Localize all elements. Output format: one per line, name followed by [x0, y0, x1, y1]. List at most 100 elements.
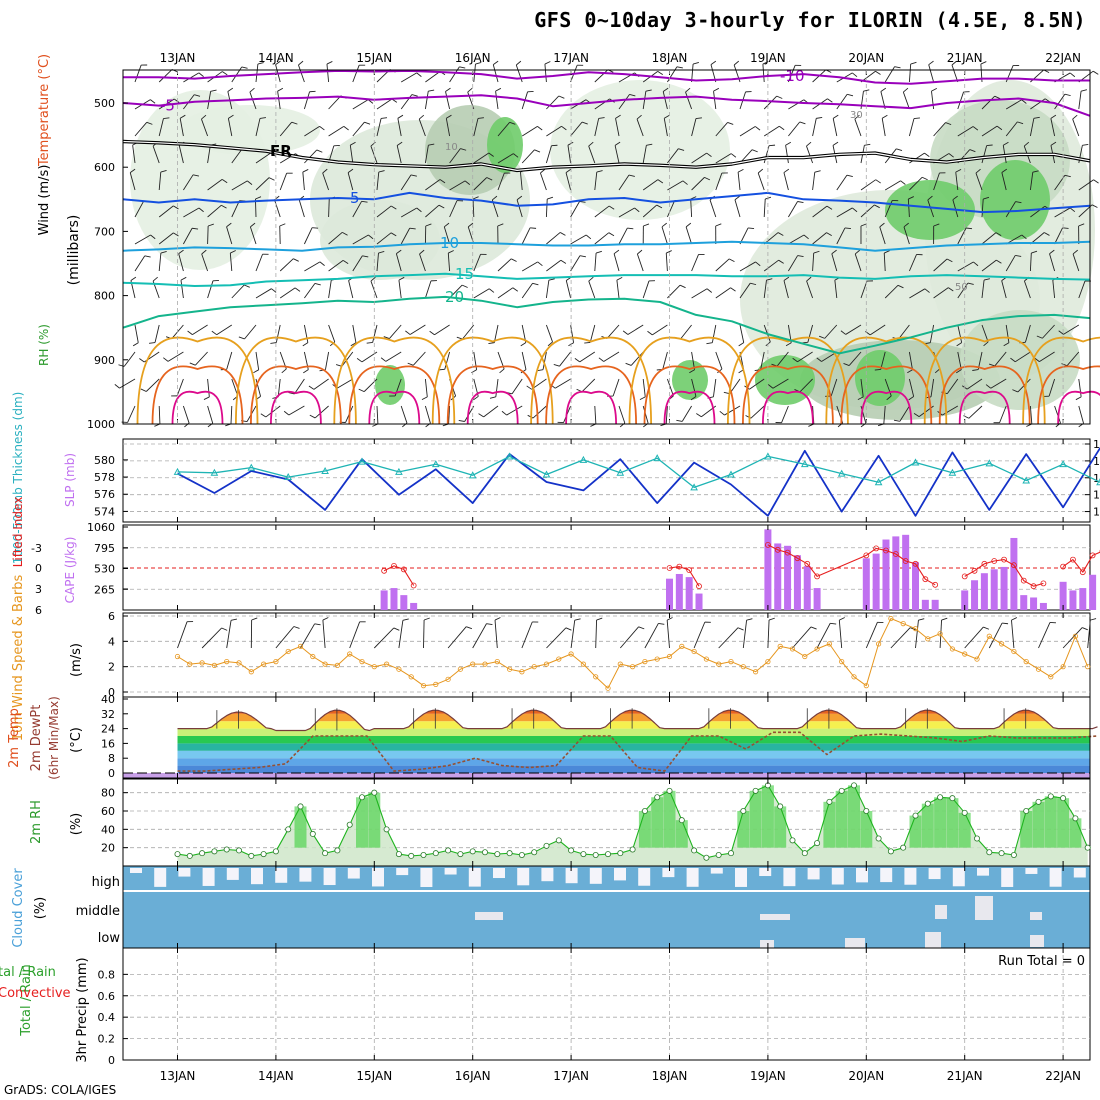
upper-wind-barb — [709, 199, 717, 218]
upper-wind-barb-flag — [390, 205, 397, 210]
cape-bar — [872, 553, 880, 610]
wind10-barb — [1038, 622, 1051, 649]
upper-wind-barb — [492, 64, 499, 83]
rh2m-marker — [506, 850, 513, 857]
wind10-barb — [570, 620, 576, 649]
upper-wind-barb — [691, 177, 705, 191]
rh2m-marker — [838, 787, 845, 794]
lifted-index-marker — [381, 567, 388, 574]
cloud-patch — [1030, 935, 1044, 947]
upper-wind-barb-flag — [303, 369, 309, 374]
rh2m-marker — [715, 852, 722, 859]
wind10-barb — [201, 627, 222, 649]
upper-wind-barb — [129, 172, 136, 191]
lifted-index-axis-label: Lifted Index — [11, 497, 25, 568]
lifted-index-line — [767, 544, 936, 586]
upper-wind-barb — [879, 226, 886, 245]
upper-wind-barb — [207, 405, 214, 424]
wind10-marker — [949, 646, 956, 652]
upper-wind-barb-flag — [588, 141, 594, 147]
upper-wind-barb — [449, 148, 461, 164]
upper-wind-barb-flag — [860, 223, 867, 227]
precip-tick-label: 0.8 — [98, 968, 116, 981]
upper-wind-barb-flag — [598, 117, 605, 119]
rh2m-marker — [814, 840, 821, 847]
upper-wind-barb-flag — [616, 276, 623, 281]
wind10-barb-flag — [1090, 618, 1097, 621]
upper-wind-barb — [288, 405, 305, 416]
upper-wind-barb — [158, 405, 161, 425]
upper-wind-barb-flag — [250, 222, 256, 228]
cloud-high-gap — [130, 868, 142, 873]
thickness-line — [177, 455, 1100, 489]
upper-wind-barb — [192, 324, 208, 335]
upper-wind-barb — [352, 65, 360, 83]
upper-wind-barb — [521, 283, 533, 299]
rh2m-marker — [297, 803, 304, 810]
temp-tick-label: 8 — [108, 752, 115, 765]
upper-wind-barb-flag — [996, 259, 1002, 264]
temp-band — [177, 736, 1090, 744]
upper-wind-barb-flag — [361, 200, 368, 203]
upper-wind-barb — [255, 152, 272, 164]
upper-wind-barb — [449, 284, 463, 299]
upper-wind-barb-flag — [380, 117, 388, 119]
precip-tick-label: 0.2 — [98, 1033, 116, 1046]
upper-wind-barb-flag — [628, 174, 635, 177]
upper-wind-barb-flag — [913, 413, 920, 418]
upper-wind-barb-flag — [302, 342, 309, 347]
upper-wind-barb — [255, 378, 261, 397]
cloud-unit-label: (%) — [33, 897, 48, 920]
upper-wind-barb — [134, 324, 139, 343]
wind10-barb — [838, 620, 843, 649]
upper-wind-barb-flag — [799, 121, 806, 125]
rh-high-fill — [1057, 798, 1070, 848]
upper-wind-barb-flag — [875, 70, 881, 75]
upper-wind-barb-flag — [179, 114, 186, 119]
rh2m-marker — [432, 850, 439, 857]
upper-wind-barb — [588, 280, 596, 299]
upper-wind-barb — [207, 280, 214, 299]
rh2m-marker — [937, 794, 944, 801]
upper-wind-barb-flag — [410, 174, 417, 177]
upper-wind-barb — [322, 172, 330, 191]
wind10-barb-flag — [322, 617, 329, 621]
upper-wind-barb — [158, 253, 162, 272]
upper-wind-barb-flag — [1072, 249, 1079, 255]
cloud-high-gap — [1073, 868, 1086, 878]
upper-wind-barb — [546, 95, 560, 110]
upper-wind-barb-flag — [676, 419, 683, 422]
upper-wind-barb — [594, 172, 598, 191]
upper-wind-barb-flag — [458, 420, 465, 422]
upper-wind-barb — [396, 145, 402, 164]
upper-wind-barb-flag — [526, 385, 532, 390]
upper-wind-barb — [715, 172, 723, 191]
upper-wind-barb — [207, 145, 211, 164]
upper-wind-barb — [226, 226, 233, 245]
upper-wind-barb-flag — [1023, 141, 1030, 147]
upper-wind-barb-flag — [144, 255, 151, 258]
upper-wind-barb — [324, 351, 330, 370]
wind10-marker — [654, 656, 660, 662]
upper-wind-barb-flag — [1062, 227, 1069, 229]
cloud-high-gap — [735, 868, 747, 887]
upper-wind-barb-flag — [874, 204, 880, 209]
wind10-barb-flag — [768, 617, 775, 621]
rh2m-marker — [666, 787, 673, 794]
precip-panel-frame — [122, 947, 1091, 1061]
li-tick-label: 6 — [35, 604, 42, 617]
upper-wind-barb — [933, 287, 949, 299]
upper-wind-barb-flag — [314, 282, 321, 286]
isotherm-surface-loop — [530, 336, 652, 425]
upper-wind-barb — [981, 280, 985, 299]
upper-wind-barb — [594, 405, 597, 424]
slp-tick-label: 1006 — [1093, 506, 1100, 519]
wind10-marker — [408, 674, 414, 680]
thickness-marker — [284, 473, 293, 481]
wind10-barb-flag — [251, 617, 258, 621]
cape-bar — [774, 543, 782, 610]
upper-wind-barb — [230, 405, 233, 425]
upper-wind-barb — [836, 207, 853, 218]
upper-wind-barb — [565, 172, 572, 191]
wind10-marker — [1072, 633, 1079, 639]
